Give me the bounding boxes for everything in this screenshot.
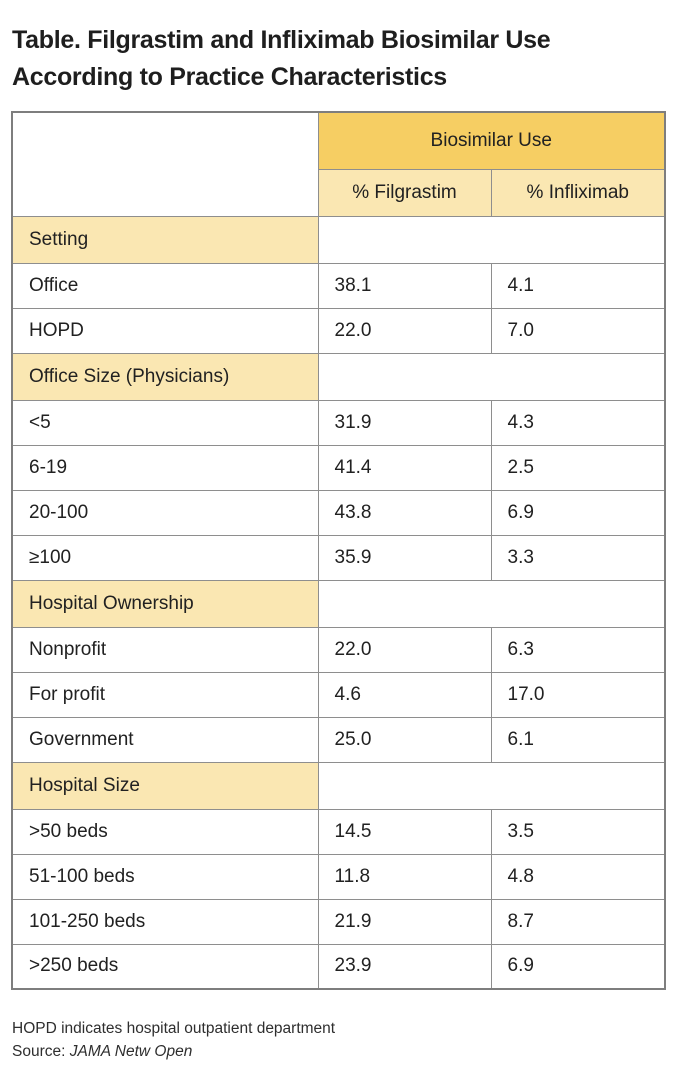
filgrastim-value-cell: 23.9 [317,943,492,990]
row-label-cell: >50 beds [11,808,319,855]
table-row: ≥100 35.9 3.3 [11,534,666,581]
section-label-cell: Hospital Ownership [11,579,319,628]
infliximab-value-cell: 6.9 [490,943,666,990]
row-label-cell: Nonprofit [11,626,319,673]
filgrastim-value-cell: 43.8 [317,489,492,536]
infliximab-value-cell: 8.7 [490,898,666,945]
infliximab-column-header: % Infliximab [490,168,666,217]
abbreviation-note: HOPD indicates hospital outpatient depar… [12,1020,336,1037]
infliximab-value-cell: 4.3 [490,399,666,446]
infliximab-value-cell: 3.3 [490,534,666,581]
table-row: 101-250 beds 21.9 8.7 [11,898,666,945]
infliximab-value-cell: 6.3 [490,626,666,673]
section-row: Hospital Size [11,761,666,810]
infliximab-value-cell: 6.9 [490,489,666,536]
biosimilar-use-table: Biosimilar Use % Filgrastim % Infliximab… [11,111,667,990]
section-spacer-cell [317,761,666,810]
infliximab-value-cell: 17.0 [490,671,666,718]
filgrastim-value-cell: 14.5 [317,808,492,855]
section-label-cell: Hospital Size [11,761,319,810]
infliximab-value-cell: 6.1 [490,716,666,763]
filgrastim-value-cell: 22.0 [317,307,492,354]
row-label-cell: 51-100 beds [11,853,319,900]
filgrastim-value-cell: 11.8 [317,853,492,900]
corner-cell [11,111,319,217]
section-spacer-cell [317,215,666,264]
row-label-cell: ≥100 [11,534,319,581]
row-label-cell: Office [11,262,319,309]
row-label-cell: Government [11,716,319,763]
footnotes: HOPD indicates hospital outpatient depar… [12,1017,664,1063]
source-prefix: Source: [12,1043,70,1060]
row-label-cell: >250 beds [11,943,319,990]
group-header-cell: Biosimilar Use [317,111,666,170]
row-label-cell: HOPD [11,307,319,354]
filgrastim-value-cell: 38.1 [317,262,492,309]
section-label-cell: Setting [11,215,319,264]
section-row: Office Size (Physicians) [11,352,666,401]
table-row: >250 beds 23.9 6.9 [11,943,666,990]
group-header-row: Biosimilar Use [11,111,666,217]
row-label-cell: 6-19 [11,444,319,491]
table-row: Office 38.1 4.1 [11,262,666,309]
infliximab-value-cell: 3.5 [490,808,666,855]
filgrastim-column-header: % Filgrastim [317,168,492,217]
infliximab-value-cell: 4.1 [490,262,666,309]
filgrastim-value-cell: 41.4 [317,444,492,491]
infliximab-value-cell: 2.5 [490,444,666,491]
filgrastim-value-cell: 21.9 [317,898,492,945]
filgrastim-value-cell: 25.0 [317,716,492,763]
column-header-row: % Filgrastim % Infliximab [12,168,666,217]
infliximab-value-cell: 4.8 [490,853,666,900]
table-header: Biosimilar Use % Filgrastim % Infliximab [11,111,666,217]
source-note: Source: JAMA Netw Open [12,1040,664,1063]
section-row: Setting [11,215,666,264]
table-row: 51-100 beds 11.8 4.8 [11,853,666,900]
section-spacer-cell [317,579,666,628]
row-label-cell: 20-100 [11,489,319,536]
filgrastim-value-cell: 35.9 [317,534,492,581]
table-row: Nonprofit 22.0 6.3 [11,626,666,673]
filgrastim-value-cell: 22.0 [317,626,492,673]
table-row: HOPD 22.0 7.0 [11,307,666,354]
section-row: Hospital Ownership [11,579,666,628]
table-title: Table. Filgrastim and Infliximab Biosimi… [12,26,551,91]
table-row: 6-19 41.4 2.5 [11,444,666,491]
row-label-cell: <5 [11,399,319,446]
table-row: >50 beds 14.5 3.5 [11,808,666,855]
infliximab-value-cell: 7.0 [490,307,666,354]
table-body: Setting Office 38.1 4.1 HOPD 22.0 7.0 Office Si… [11,215,666,990]
table-row: Government 25.0 6.1 [11,716,666,763]
row-label-cell: For profit [11,671,319,718]
row-label-cell: 101-250 beds [11,898,319,945]
section-label-cell: Office Size (Physicians) [11,352,319,401]
table-row: 20-100 43.8 6.9 [11,489,666,536]
filgrastim-value-cell: 31.9 [317,399,492,446]
filgrastim-value-cell: 4.6 [317,671,492,718]
source-journal-name: JAMA Netw Open [69,1043,193,1060]
section-spacer-cell [317,352,666,401]
table-row: For profit 4.6 17.0 [11,671,666,718]
table-row: <5 31.9 4.3 [11,399,666,446]
